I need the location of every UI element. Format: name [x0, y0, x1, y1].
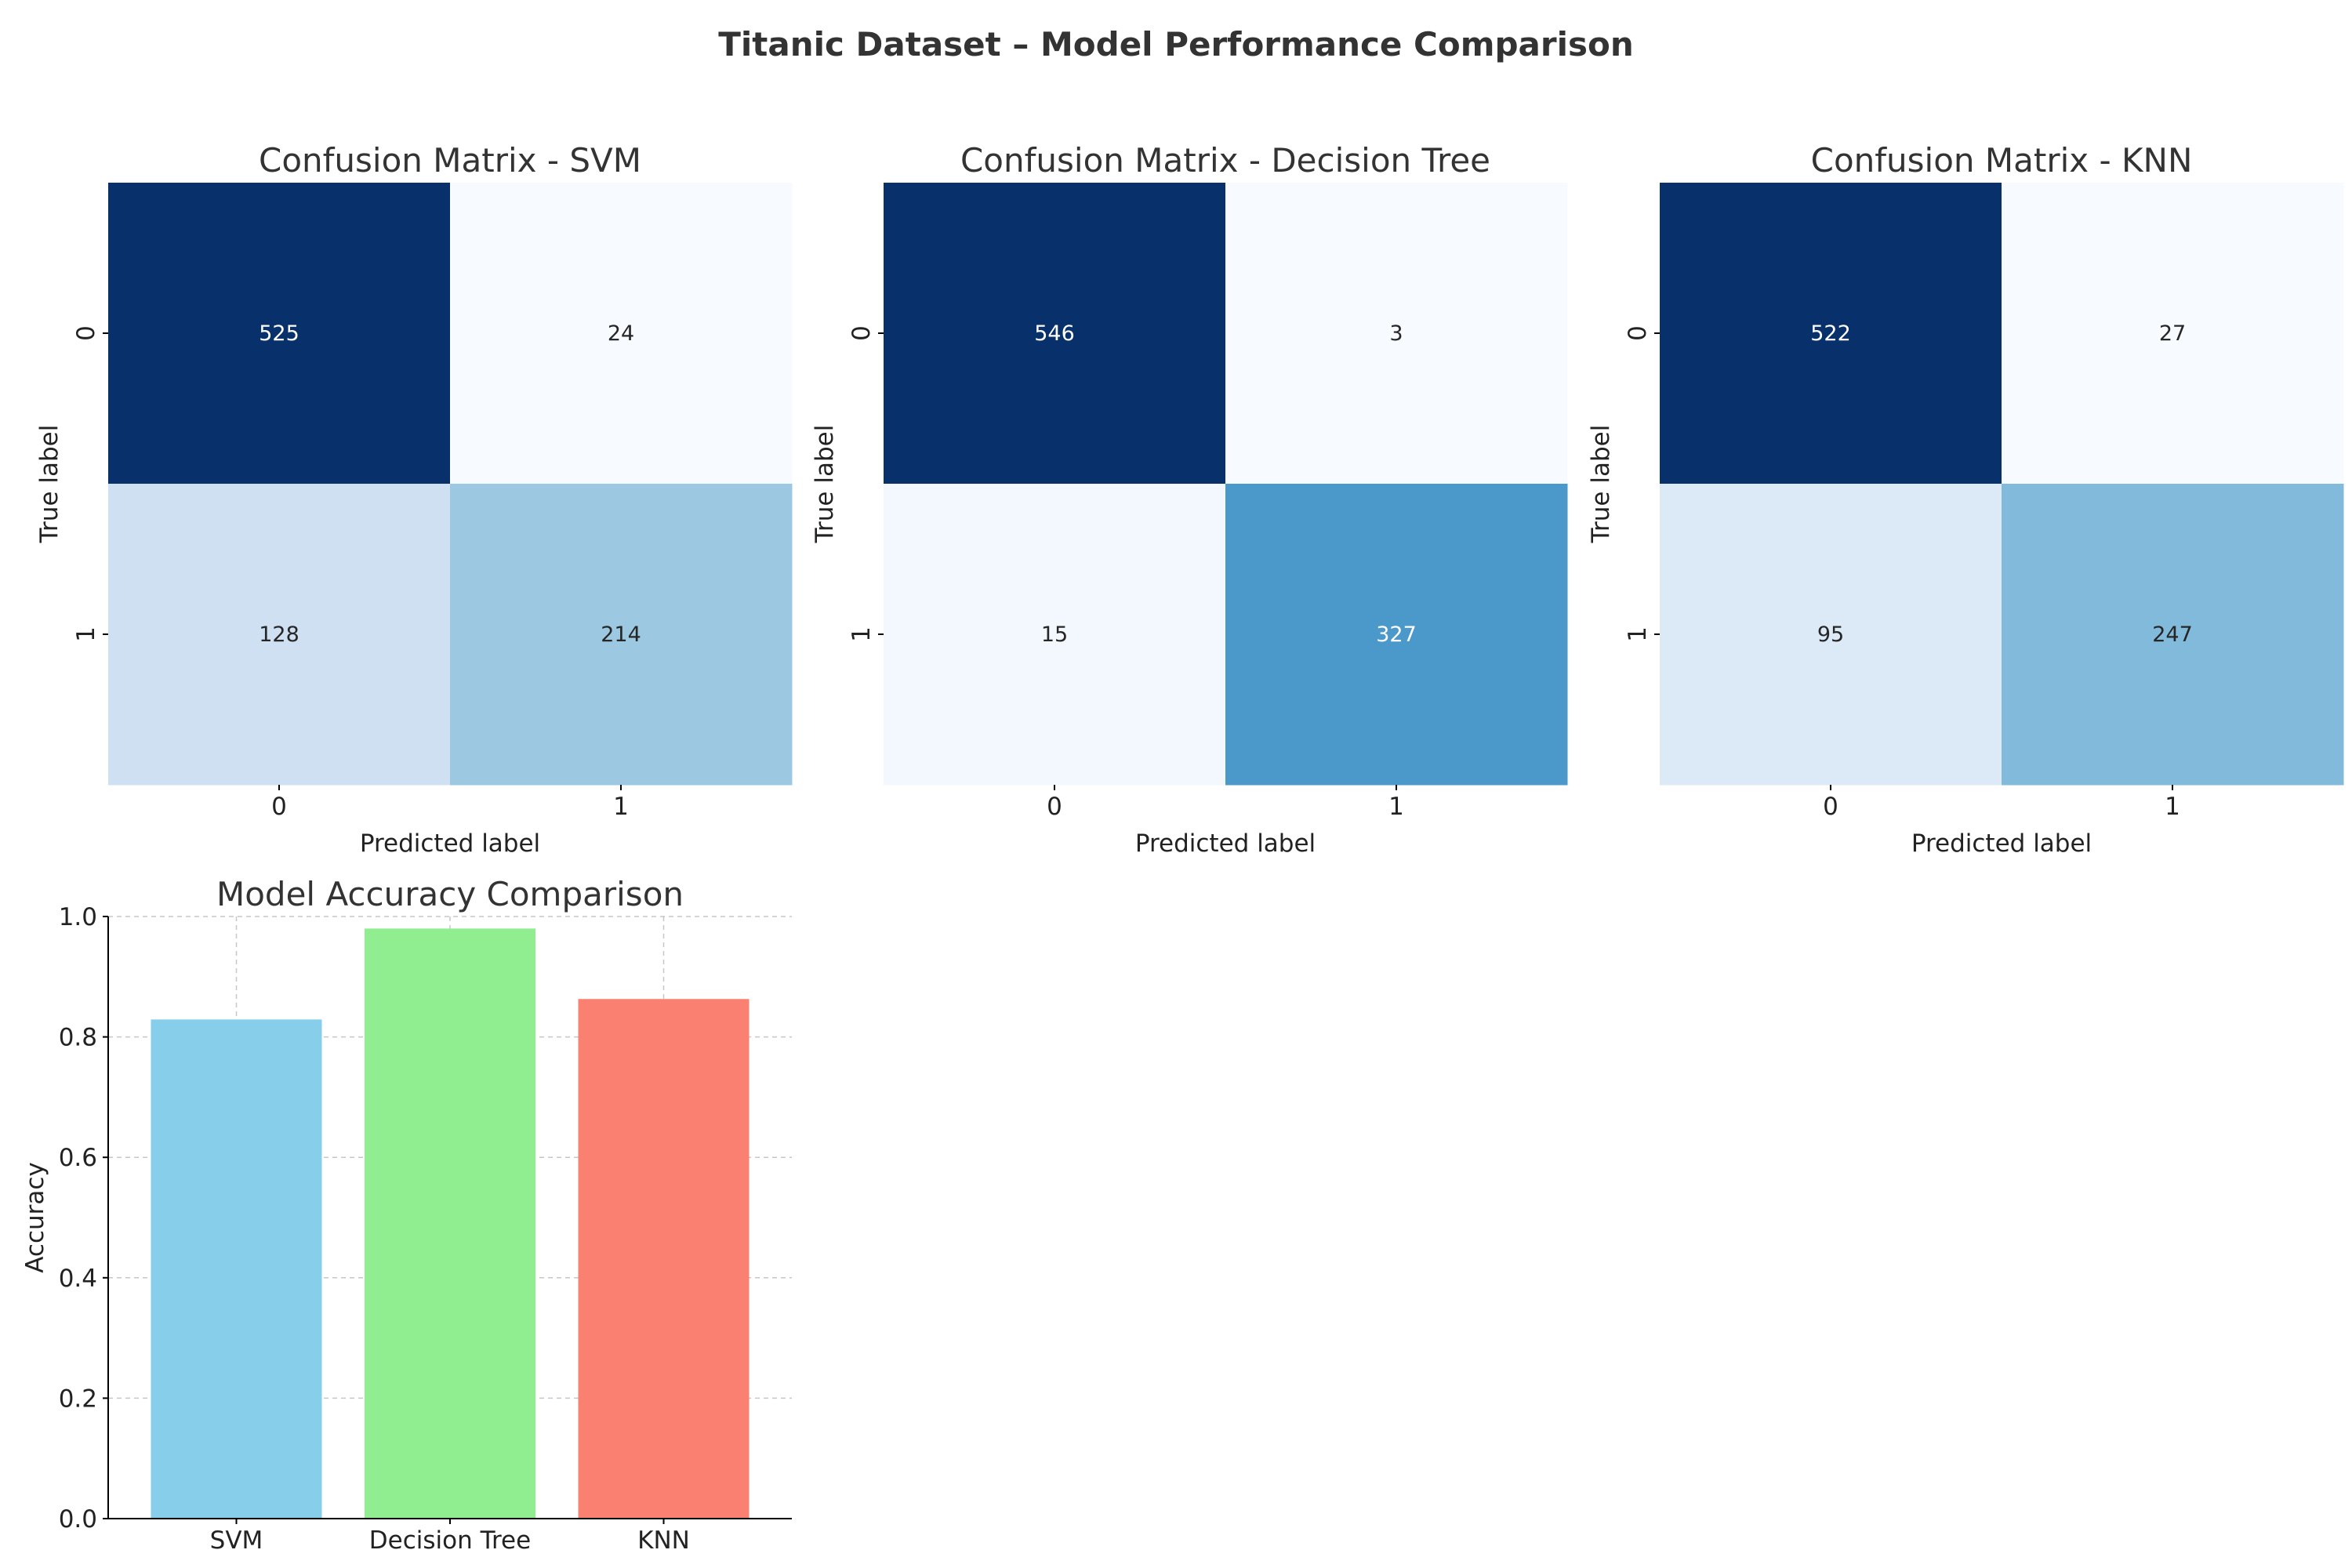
heatmap-cell-0-1: [450, 183, 793, 485]
y-tick-label: 0.2: [59, 1385, 97, 1413]
cell-value-label: 525: [259, 321, 299, 346]
confusion-matrix-svm: Confusion Matrix - SVM 525 24 128 214 0 1 0 1 Pre…: [35, 141, 793, 858]
cell-value-label: 546: [1034, 321, 1075, 346]
y-tick-label: 0: [1624, 325, 1652, 341]
x-axis-label: Predicted label: [360, 829, 540, 858]
figure-title: Titanic Dataset – Model Performance Comp…: [718, 25, 1633, 64]
chart-title: Model Accuracy Comparison: [216, 875, 684, 913]
bar-knn: [578, 999, 750, 1519]
heatmap-cell-0-0: [884, 183, 1226, 485]
y-tick-label: 1.0: [59, 903, 97, 931]
cell-value-label: 95: [1817, 622, 1844, 647]
heatmap-cell-1-1: [2002, 484, 2344, 786]
heatmap-cell-0-0: [108, 183, 451, 485]
x-tick-label: 0: [1047, 793, 1062, 821]
y-tick-label: 0: [848, 325, 876, 341]
y-tick-label: 1: [848, 626, 876, 642]
y-axis-label: True label: [1587, 425, 1615, 544]
cell-value-label: 3: [1389, 321, 1403, 346]
cell-value-label: 128: [259, 622, 299, 647]
bar-svm: [151, 1019, 322, 1519]
heatmap-cell-1-1: [450, 484, 793, 786]
y-tick-label: 0.4: [59, 1265, 97, 1293]
heatmap-cell-0-1: [1225, 183, 1568, 485]
accuracy-bar-chart: Model Accuracy Comparison 0.0 0.2 0.4 0.6 0.8…: [21, 875, 792, 1555]
heatmap-cell-1-1: [1225, 484, 1568, 786]
y-tick-label: 1: [1624, 626, 1652, 642]
x-tick-label: KNN: [637, 1526, 690, 1555]
x-tick-label: 0: [271, 793, 287, 821]
y-tick-label: 0: [72, 325, 100, 341]
x-tick-label: 0: [1823, 793, 1838, 821]
x-tick-label: 1: [1388, 793, 1404, 821]
heatmap-cell-1-0: [884, 484, 1226, 786]
heatmap-cell-1-0: [1660, 484, 2002, 786]
x-axis-label: Predicted label: [1135, 829, 1316, 858]
y-tick-label: 0.6: [59, 1144, 97, 1172]
confusion-matrix-decision-tree: Confusion Matrix - Decision Tree 546 3 15 32…: [811, 141, 1568, 858]
y-tick-label: 0.0: [59, 1505, 97, 1534]
cell-value-label: 15: [1041, 622, 1068, 647]
chart-title: Confusion Matrix - KNN: [1811, 141, 2193, 180]
x-tick-label: 1: [2165, 793, 2180, 821]
y-tick-label: 0.8: [59, 1024, 97, 1052]
chart-title: Confusion Matrix - SVM: [259, 141, 641, 180]
bar-decision-tree: [365, 928, 535, 1519]
x-axis-label: Predicted label: [1911, 829, 2092, 858]
y-axis-label: True label: [35, 425, 64, 544]
heatmap-cell-0-1: [2002, 183, 2344, 485]
cell-value-label: 247: [2152, 622, 2193, 647]
confusion-matrix-knn: Confusion Matrix - KNN 522 27 95 247 0 1 0 1 Pred…: [1587, 141, 2344, 858]
cell-value-label: 27: [2159, 321, 2186, 346]
y-axis-label: True label: [811, 425, 839, 544]
y-tick-label: 1: [72, 626, 100, 642]
heatmap-cell-0-0: [1660, 183, 2002, 485]
cell-value-label: 327: [1376, 622, 1417, 647]
x-tick-label: Decision Tree: [369, 1526, 531, 1555]
x-tick-label: 1: [613, 793, 629, 821]
chart-title: Confusion Matrix - Decision Tree: [960, 141, 1490, 180]
cell-value-label: 522: [1810, 321, 1851, 346]
heatmap-cell-1-0: [108, 484, 451, 786]
cell-value-label: 214: [601, 622, 641, 647]
x-tick-label: SVM: [210, 1526, 263, 1555]
y-axis-label: Accuracy: [21, 1162, 49, 1273]
cell-value-label: 24: [608, 321, 634, 346]
